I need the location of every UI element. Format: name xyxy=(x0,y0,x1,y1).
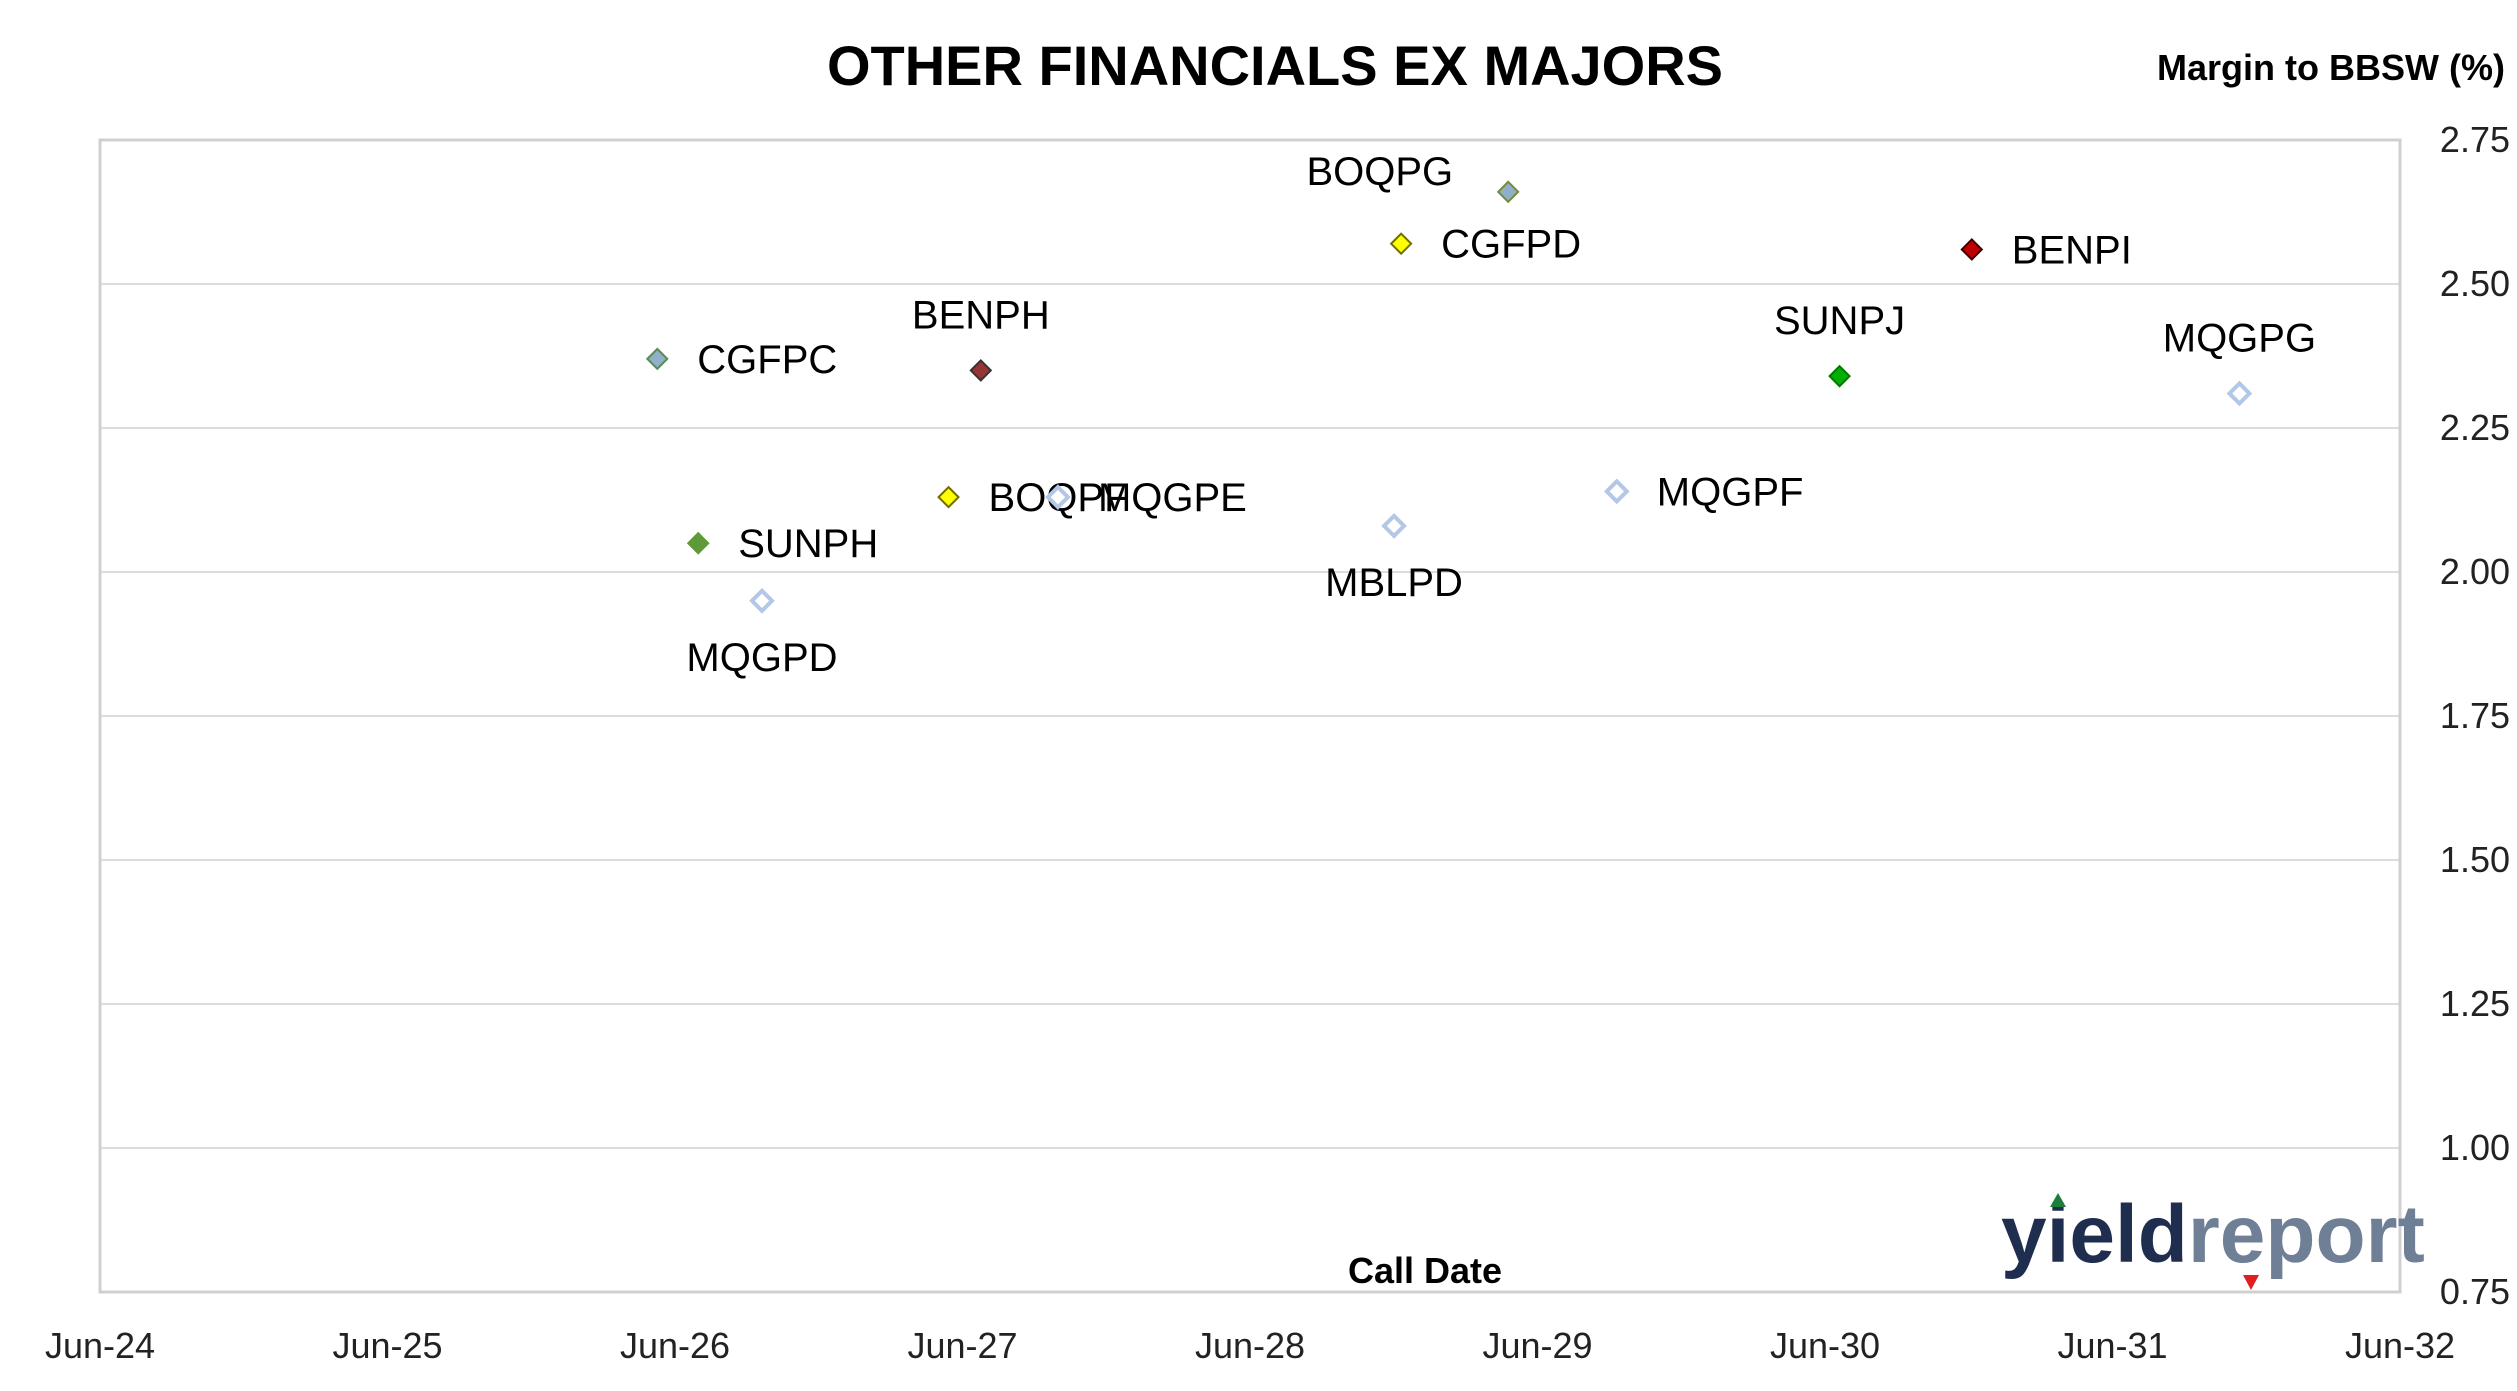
point-label-mqgpf: MQGPF xyxy=(1657,470,1804,514)
x-tick-label: Jun-28 xyxy=(1195,1325,1305,1366)
y-axis-title: Margin to BBSW (%) xyxy=(2157,47,2505,88)
y-tick-label: 1.00 xyxy=(2440,1127,2510,1168)
x-tick-label: Jun-31 xyxy=(2057,1325,2167,1366)
point-benph xyxy=(969,358,993,382)
point-label-mblpd: MBLPD xyxy=(1325,561,1463,605)
svg-text:yieldreport: yieldreport xyxy=(2001,1189,2425,1280)
axis-ticks: 0.75 1.00 1.25 1.50 1.75 2.00 2.25 2.50 2.75 Jun-… xyxy=(45,119,2510,1366)
y-tick-label: 1.75 xyxy=(2440,695,2510,736)
point-label-mqgpd: MQGPD xyxy=(686,636,837,680)
y-tick-label: 2.25 xyxy=(2440,407,2510,448)
y-tick-label: 0.75 xyxy=(2440,1271,2510,1312)
data-points: CGFPCSUNPHMQGPDBOQPFBENPHMQGPEMBLPDCGFPD… xyxy=(645,150,2316,680)
plot-area xyxy=(98,138,2402,1294)
x-tick-label: Jun-25 xyxy=(332,1325,442,1366)
point-boqpf xyxy=(937,485,960,509)
point-sunpj xyxy=(1828,364,1851,388)
y-tick-label: 2.00 xyxy=(2440,551,2510,592)
y-tick-label: 2.50 xyxy=(2440,263,2510,304)
gridlines xyxy=(100,283,2400,1149)
x-axis-title: Call Date xyxy=(1348,1250,1502,1291)
y-tick-label: 1.50 xyxy=(2440,839,2510,880)
x-tick-label: Jun-24 xyxy=(45,1325,155,1366)
point-cgfpd xyxy=(1389,232,1413,256)
chart-title: OTHER FINANCIALS EX MAJORS xyxy=(827,34,1723,97)
point-mqgpe xyxy=(1045,484,1071,510)
point-sunph xyxy=(686,531,710,555)
point-label-boqpg: BOQPG xyxy=(1306,150,1453,194)
point-benpi xyxy=(1960,238,1984,261)
point-label-sunpj: SUNPJ xyxy=(1774,299,1905,343)
x-tick-label: Jun-26 xyxy=(620,1325,730,1366)
x-tick-label: Jun-30 xyxy=(1770,1325,1880,1366)
point-mqgpd xyxy=(749,587,775,614)
point-mblpd xyxy=(1381,513,1407,539)
point-label-sunph: SUNPH xyxy=(738,522,878,566)
logo-text-report: report xyxy=(2188,1189,2425,1280)
y-tick-label: 1.25 xyxy=(2440,983,2510,1024)
point-mqgpf xyxy=(1603,478,1630,505)
y-tick-label: 2.75 xyxy=(2440,119,2510,160)
logo-down-arrow-icon xyxy=(2243,1275,2259,1290)
point-label-benpi: BENPI xyxy=(2012,228,2132,272)
point-label-mqgpe: MQGPE xyxy=(1098,476,1247,520)
point-mqgpg xyxy=(2226,380,2253,407)
point-boqpg xyxy=(1496,180,1520,204)
point-label-benph: BENPH xyxy=(912,293,1050,337)
yieldreport-logo: yieldreport xyxy=(2001,1189,2425,1290)
point-label-mqgpg: MQGPG xyxy=(2163,316,2316,360)
x-tick-label: Jun-32 xyxy=(2345,1325,2455,1366)
logo-up-arrow-icon xyxy=(2050,1193,2066,1207)
point-label-cgfpd: CGFPD xyxy=(1441,223,1581,267)
x-tick-label: Jun-29 xyxy=(1482,1325,1592,1366)
point-cgfpc xyxy=(645,347,669,371)
point-label-cgfpc: CGFPC xyxy=(697,338,837,382)
x-tick-label: Jun-27 xyxy=(907,1325,1017,1366)
logo-text-yield: yield xyxy=(2001,1189,2188,1280)
